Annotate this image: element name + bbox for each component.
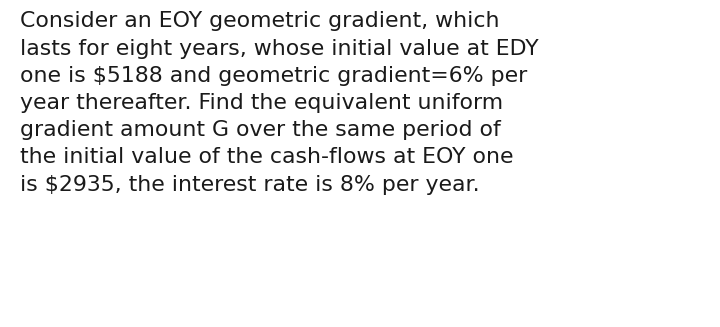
Text: Consider an EOY geometric gradient, which
lasts for eight years, whose initial v: Consider an EOY geometric gradient, whic… [20, 11, 539, 195]
